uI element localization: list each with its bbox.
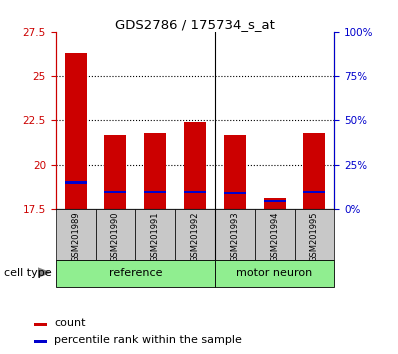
FancyBboxPatch shape: [96, 209, 135, 260]
Text: count: count: [54, 318, 86, 328]
Text: GSM201995: GSM201995: [310, 211, 319, 262]
Bar: [34, 323, 47, 326]
Bar: [104, 191, 126, 193]
FancyBboxPatch shape: [56, 209, 96, 260]
Title: GDS2786 / 175734_s_at: GDS2786 / 175734_s_at: [115, 18, 275, 31]
Text: percentile rank within the sample: percentile rank within the sample: [54, 335, 242, 345]
Text: GSM201994: GSM201994: [270, 211, 279, 262]
FancyBboxPatch shape: [135, 209, 175, 260]
Text: cell type: cell type: [4, 268, 52, 278]
Bar: [144, 191, 166, 193]
FancyBboxPatch shape: [215, 260, 334, 287]
Text: motor neuron: motor neuron: [236, 268, 313, 279]
Bar: [224, 192, 246, 194]
Bar: [184, 191, 206, 193]
Text: GSM201993: GSM201993: [230, 211, 239, 262]
Bar: [184, 122, 206, 209]
Bar: [303, 191, 325, 193]
Bar: [65, 53, 87, 209]
Polygon shape: [38, 267, 52, 278]
FancyBboxPatch shape: [175, 209, 215, 260]
Bar: [263, 198, 285, 209]
Text: GSM201989: GSM201989: [71, 211, 80, 262]
Bar: [65, 181, 87, 184]
Bar: [34, 340, 47, 343]
Bar: [303, 133, 325, 209]
Text: GSM201990: GSM201990: [111, 211, 120, 262]
Bar: [144, 133, 166, 209]
Text: GSM201991: GSM201991: [151, 211, 160, 262]
FancyBboxPatch shape: [255, 209, 295, 260]
FancyBboxPatch shape: [56, 260, 215, 287]
FancyBboxPatch shape: [215, 209, 255, 260]
Bar: [104, 135, 126, 209]
FancyBboxPatch shape: [295, 209, 334, 260]
Bar: [224, 135, 246, 209]
Bar: [263, 200, 285, 202]
Text: GSM201992: GSM201992: [191, 211, 199, 262]
Text: reference: reference: [109, 268, 162, 279]
